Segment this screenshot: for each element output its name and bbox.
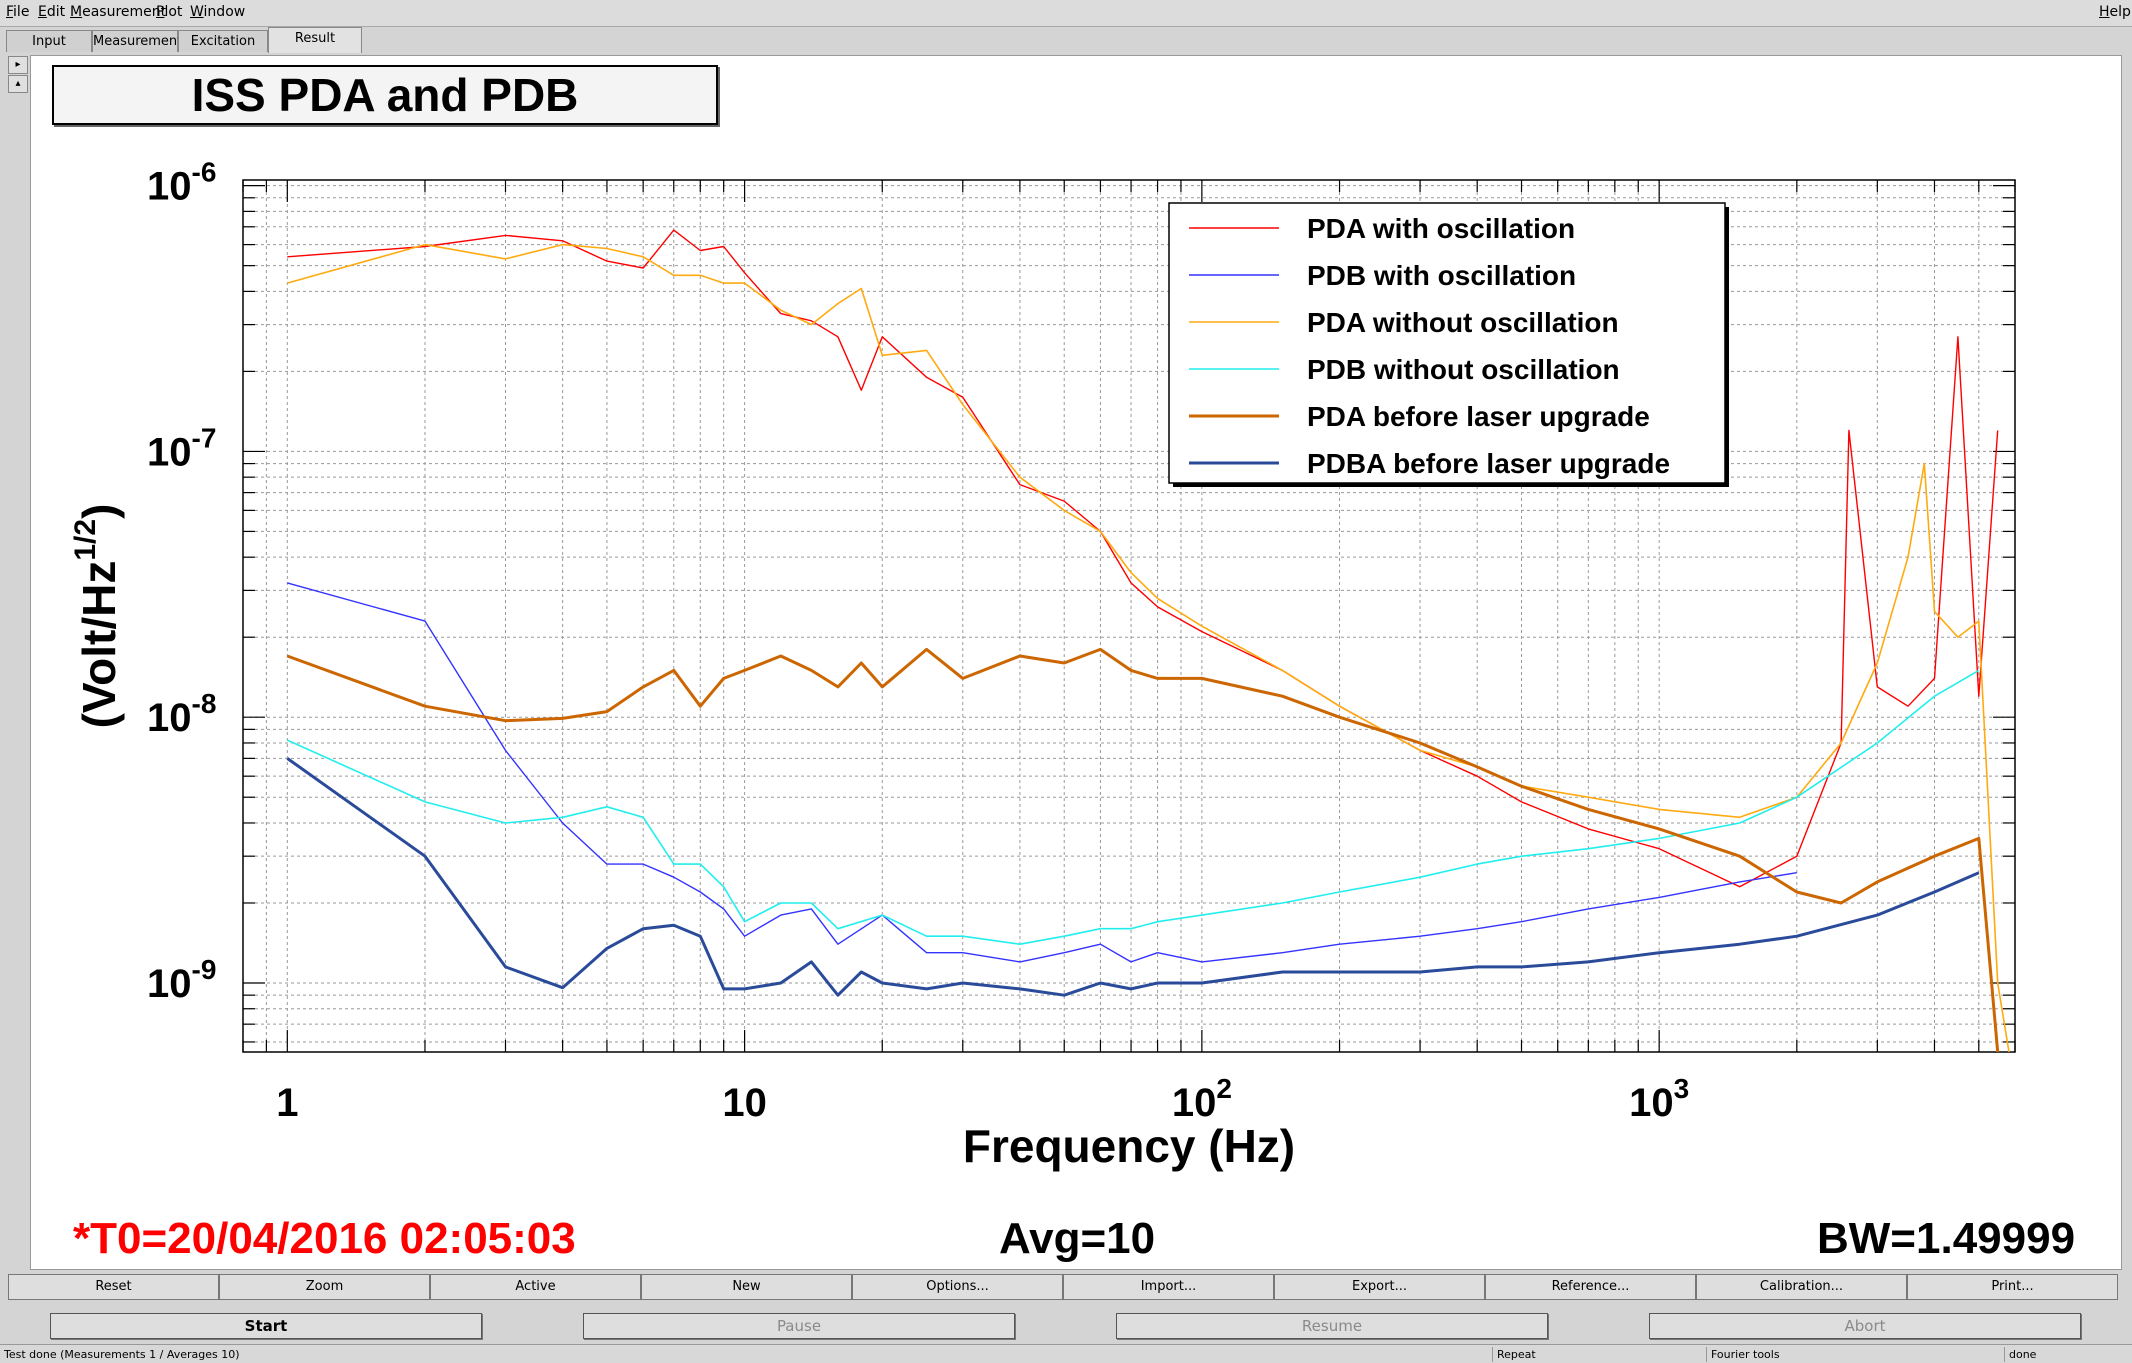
status-message: Test done (Measurements 1 / Averages 10) bbox=[4, 1348, 240, 1361]
triangle-up-icon: ▴ bbox=[15, 78, 21, 89]
pause-button[interactable]: Pause bbox=[583, 1313, 1015, 1339]
plot-pad[interactable]: ISS PDA and PDB 1 10 102 103 10-6 10-7 10-8 10… bbox=[30, 55, 2122, 1270]
x-tick-label-exp: 2 bbox=[1216, 1073, 1232, 1104]
y-tick-label-base: 10 bbox=[147, 430, 192, 474]
legend-entry: PDB with oscillation bbox=[1307, 260, 1576, 291]
y-tick-label-exp: -9 bbox=[192, 954, 217, 985]
y-axis-label-main: (Volt/Hz bbox=[73, 561, 125, 729]
menu-window[interactable]: Window bbox=[190, 4, 246, 20]
calibration-button[interactable]: Calibration... bbox=[1696, 1274, 1907, 1300]
import-button[interactable]: Import... bbox=[1063, 1274, 1274, 1300]
run-controls: Start Pause Resume Abort bbox=[0, 1304, 2132, 1344]
menu-measurement[interactable]: Measurement bbox=[70, 4, 167, 20]
x-tick-label: 10 bbox=[722, 1081, 767, 1125]
status-bar: Test done (Measurements 1 / Averages 10)… bbox=[0, 1344, 2132, 1363]
y-tick-label: 10-8 bbox=[147, 688, 216, 740]
y-tick-label: 10-9 bbox=[147, 954, 216, 1006]
menu-help[interactable]: Help bbox=[2099, 4, 2131, 20]
expand-right-button[interactable]: ▸ bbox=[8, 56, 28, 74]
y-tick-label-base: 10 bbox=[147, 696, 192, 740]
tab-result[interactable]: Result bbox=[268, 27, 362, 53]
menu-edit[interactable]: Edit bbox=[38, 4, 66, 20]
series-group bbox=[286, 229, 2010, 1052]
x-tick-label-base: 1 bbox=[276, 1081, 298, 1125]
print-button[interactable]: Print... bbox=[1907, 1274, 2118, 1300]
reset-button[interactable]: Reset bbox=[8, 1274, 219, 1300]
action-bar: Reset Zoom Active New Options... Import.… bbox=[0, 1270, 2132, 1304]
series-line-6 bbox=[286, 757, 1980, 997]
legend-entry: PDBA before laser upgrade bbox=[1307, 448, 1670, 479]
x-tick-label-exp: 3 bbox=[1674, 1073, 1690, 1104]
zoom-button[interactable]: Zoom bbox=[219, 1274, 430, 1300]
status-tools: Fourier tools bbox=[1706, 1347, 2004, 1362]
y-axis-label-sup: 1/2 bbox=[69, 519, 102, 561]
y-tick-label-exp: -8 bbox=[192, 688, 217, 719]
x-tick-label-base: 10 bbox=[1172, 1081, 1217, 1125]
average-count: Avg=10 bbox=[999, 1214, 1156, 1263]
legend: PDA with oscillation PDB with oscillation… bbox=[1168, 202, 1729, 487]
abort-button[interactable]: Abort bbox=[1649, 1313, 2081, 1339]
x-tick-label-base: 10 bbox=[722, 1081, 767, 1125]
plot-frame bbox=[242, 179, 2016, 1053]
x-tick-label: 103 bbox=[1629, 1073, 1689, 1125]
series-line-4 bbox=[286, 669, 1980, 946]
series-line-3 bbox=[287, 243, 2010, 1052]
new-button[interactable]: New bbox=[641, 1274, 852, 1300]
triangle-right-icon: ▸ bbox=[15, 59, 21, 70]
plot-title: ISS PDA and PDB bbox=[52, 65, 718, 125]
menu-bar: File Edit Measurement Plot Window Help bbox=[0, 0, 2132, 27]
series-line-5 bbox=[286, 647, 2000, 1052]
x-tick-label: 1 bbox=[276, 1081, 298, 1125]
left-gutter: ▸ ▴ bbox=[0, 55, 30, 1270]
reference-button[interactable]: Reference... bbox=[1485, 1274, 1696, 1300]
series-line-1 bbox=[287, 229, 1999, 888]
bandwidth-value: BW=1.49999 bbox=[1817, 1214, 2076, 1263]
y-tick-label-base: 10 bbox=[147, 962, 192, 1006]
y-tick-label-base: 10 bbox=[147, 165, 192, 209]
y-tick-labels: 10-610-710-810-9 bbox=[147, 157, 216, 1006]
axis-ticks bbox=[242, 180, 2016, 1052]
options-button[interactable]: Options... bbox=[852, 1274, 1063, 1300]
legend-entry: PDA without oscillation bbox=[1307, 307, 1619, 338]
y-tick-label-exp: -7 bbox=[192, 422, 217, 453]
t0-timestamp: *T0=20/04/2016 02:05:03 bbox=[73, 1214, 576, 1263]
chart[interactable]: 1 10 102 103 10-610-710-810-9 Frequency (Hz… bbox=[31, 56, 2121, 1269]
resume-button[interactable]: Resume bbox=[1116, 1313, 1548, 1339]
legend-entry: PDB without oscillation bbox=[1307, 354, 1620, 385]
chart-grid bbox=[242, 180, 2016, 1052]
status-state: done bbox=[2004, 1347, 2132, 1362]
series-line-2 bbox=[287, 582, 1797, 963]
status-repeat: Repeat bbox=[1492, 1347, 1706, 1362]
tab-measurement[interactable]: Measurement bbox=[92, 30, 182, 52]
export-button[interactable]: Export... bbox=[1274, 1274, 1485, 1300]
y-tick-label: 10-6 bbox=[147, 157, 216, 209]
start-button[interactable]: Start bbox=[50, 1313, 482, 1339]
y-axis-label-close: ) bbox=[73, 504, 125, 519]
x-tick-label-base: 10 bbox=[1629, 1081, 1674, 1125]
tab-excitation[interactable]: Excitation bbox=[178, 30, 268, 52]
collapse-up-button[interactable]: ▴ bbox=[8, 75, 28, 93]
y-tick-label: 10-7 bbox=[147, 422, 216, 474]
x-tick-label: 102 bbox=[1172, 1073, 1232, 1125]
legend-entry: PDA with oscillation bbox=[1307, 213, 1575, 244]
tab-bar: Input Measurement Excitation Result bbox=[0, 27, 2132, 55]
legend-entry: PDA before laser upgrade bbox=[1307, 401, 1650, 432]
x-tick-labels: 1 10 102 103 bbox=[276, 1073, 1689, 1125]
x-axis-label: Frequency (Hz) bbox=[963, 1120, 1295, 1172]
menu-plot[interactable]: Plot bbox=[156, 4, 183, 20]
menu-file[interactable]: File bbox=[6, 4, 30, 20]
legend-box bbox=[1168, 202, 1726, 484]
active-button[interactable]: Active bbox=[430, 1274, 641, 1300]
y-axis-label: (Volt/Hz1/2) bbox=[69, 504, 125, 729]
y-tick-label-exp: -6 bbox=[192, 157, 217, 188]
tab-input[interactable]: Input bbox=[6, 30, 92, 52]
